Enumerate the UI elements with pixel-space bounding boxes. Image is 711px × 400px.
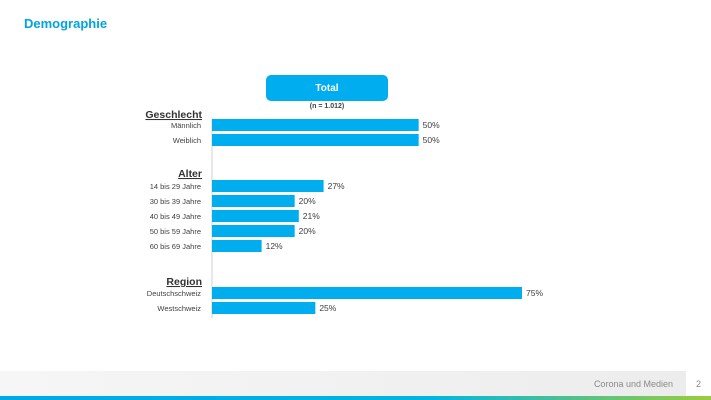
bar <box>212 225 295 237</box>
category-label: 50 bis 59 Jahre <box>150 227 201 236</box>
category-label: Weiblich <box>173 136 201 145</box>
data-label: 21% <box>303 211 320 221</box>
slide-title: Demographie <box>24 16 108 31</box>
data-label: 50% <box>423 135 440 145</box>
bar <box>212 210 299 222</box>
category-label: 40 bis 49 Jahre <box>150 212 201 221</box>
page-number: 2 <box>686 371 711 397</box>
group-label: Alter <box>178 168 202 180</box>
series-header: Total <box>266 75 388 101</box>
category-label: 60 bis 69 Jahre <box>150 242 201 251</box>
category-label: Deutschschweiz <box>147 289 201 298</box>
footer-text: Corona und Medien <box>593 379 673 389</box>
data-label: 20% <box>299 196 316 206</box>
bar <box>212 287 522 299</box>
bar <box>212 240 262 252</box>
data-label: 12% <box>266 241 283 251</box>
bar <box>212 119 419 131</box>
data-label: 20% <box>299 226 316 236</box>
category-label: Männlich <box>171 121 201 130</box>
group-label: Region <box>166 276 202 288</box>
data-label: 75% <box>526 288 543 298</box>
group-label: Geschlecht <box>145 109 202 121</box>
data-label: 25% <box>319 303 336 313</box>
bar <box>212 302 316 314</box>
category-label: Westschweiz <box>157 304 201 313</box>
data-label: 50% <box>423 120 440 130</box>
bar <box>212 134 419 146</box>
data-label: 27% <box>328 181 345 191</box>
bar <box>212 195 295 207</box>
bottom-accent-stripe <box>0 396 711 400</box>
sample-size-label: (n = 1.012) <box>309 103 345 110</box>
category-label: 30 bis 39 Jahre <box>150 197 201 206</box>
bar <box>212 180 324 192</box>
footer-band <box>0 371 711 397</box>
category-label: 14 bis 29 Jahre <box>150 182 201 191</box>
